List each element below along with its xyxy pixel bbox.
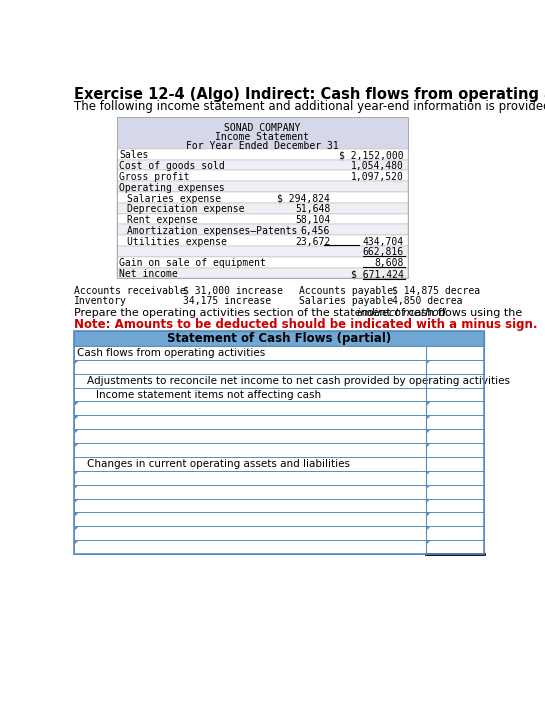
Text: Adjustments to reconcile net income to net cash provided by operating activities: Adjustments to reconcile net income to n… [87, 376, 510, 385]
Polygon shape [427, 416, 431, 420]
Polygon shape [75, 499, 78, 503]
Text: Prepare the operating activities section of the statement of cash flows using th: Prepare the operating activities section… [74, 307, 526, 317]
Text: Gross profit: Gross profit [119, 172, 190, 182]
Text: Changes in current operating assets and liabilities: Changes in current operating assets and … [87, 459, 350, 469]
Bar [74, 498, 485, 512]
Bar [74, 512, 485, 526]
Text: Exercise 12-4 (Algo) Indirect: Cash flows from operating activities LO P2: Exercise 12-4 (Algo) Indirect: Cash flow… [74, 87, 545, 102]
Polygon shape [427, 541, 431, 544]
Text: $ 31,000 increase: $ 31,000 increase [183, 286, 283, 296]
Bar [74, 388, 485, 402]
Text: 1,097,520: 1,097,520 [351, 172, 404, 182]
Text: $ 671,424: $ 671,424 [351, 269, 404, 279]
Bar [117, 225, 408, 235]
Bar [74, 331, 485, 346]
Bar [117, 213, 408, 225]
Text: $ 294,824: $ 294,824 [277, 194, 330, 204]
Text: Salaries expense: Salaries expense [127, 194, 221, 204]
Bar [74, 540, 485, 554]
Text: 51,648: 51,648 [295, 204, 330, 214]
Bar [74, 346, 485, 360]
Polygon shape [427, 360, 431, 364]
Bar [74, 331, 485, 554]
Bar [74, 373, 485, 388]
Text: The following income statement and additional year-end information is provided.: The following income statement and addit… [74, 100, 545, 112]
Text: Rent expense: Rent expense [127, 215, 197, 225]
Text: 1,054,480: 1,054,480 [351, 161, 404, 171]
Polygon shape [427, 430, 431, 433]
Bar [117, 159, 408, 171]
Polygon shape [75, 416, 78, 420]
Polygon shape [75, 485, 78, 489]
Text: 8,608: 8,608 [374, 258, 404, 268]
Polygon shape [75, 526, 78, 531]
Text: 662,816: 662,816 [362, 248, 404, 258]
Bar [117, 171, 408, 181]
Bar [74, 416, 485, 429]
Polygon shape [75, 430, 78, 433]
Text: Cost of goods sold: Cost of goods sold [119, 161, 225, 171]
Polygon shape [75, 471, 78, 475]
Bar [117, 246, 408, 257]
Bar [74, 443, 485, 457]
Polygon shape [427, 444, 431, 447]
Polygon shape [427, 485, 431, 489]
Polygon shape [75, 360, 78, 364]
Text: Income statement items not affecting cash: Income statement items not affecting cas… [96, 390, 321, 399]
Polygon shape [427, 512, 431, 517]
Text: 6,456: 6,456 [301, 226, 330, 236]
Text: Cash flows from operating activities: Cash flows from operating activities [77, 348, 265, 358]
Text: Accounts payable: Accounts payable [299, 286, 393, 296]
Polygon shape [75, 512, 78, 517]
Text: Salaries payable: Salaries payable [299, 296, 393, 306]
Polygon shape [427, 526, 431, 531]
Text: Inventory: Inventory [74, 296, 127, 306]
Bar [74, 360, 485, 373]
Polygon shape [427, 402, 431, 406]
Bar [74, 484, 485, 498]
Bar [74, 429, 485, 443]
Bar [117, 192, 408, 203]
Bar [117, 235, 408, 246]
Text: Depreciation expense: Depreciation expense [127, 204, 245, 214]
Text: 58,104: 58,104 [295, 215, 330, 225]
Bar [117, 257, 408, 267]
Bar [117, 117, 408, 278]
Text: Accounts receivable: Accounts receivable [74, 286, 186, 296]
Text: 23,672: 23,672 [295, 237, 330, 246]
Text: indirect method.: indirect method. [357, 307, 450, 317]
Bar [117, 181, 408, 192]
Bar [117, 267, 408, 278]
Polygon shape [427, 499, 431, 503]
Text: 4,850 decrea: 4,850 decrea [392, 296, 463, 306]
Bar [74, 457, 485, 471]
Text: 34,175 increase: 34,175 increase [183, 296, 271, 306]
Polygon shape [75, 541, 78, 544]
Text: Sales: Sales [119, 150, 149, 161]
Text: SONAD COMPANY: SONAD COMPANY [224, 123, 300, 133]
Text: Utilities expense: Utilities expense [127, 237, 227, 246]
Text: Amortization expenses–Patents: Amortization expenses–Patents [127, 226, 298, 236]
Text: Statement of Cash Flows (partial): Statement of Cash Flows (partial) [167, 332, 391, 345]
Polygon shape [427, 471, 431, 475]
Bar [117, 117, 408, 149]
Bar [117, 149, 408, 159]
Polygon shape [75, 444, 78, 447]
Bar [74, 402, 485, 416]
Text: Operating expenses: Operating expenses [119, 183, 225, 193]
Text: Gain on sale of equipment: Gain on sale of equipment [119, 258, 266, 268]
Text: $ 2,152,000: $ 2,152,000 [339, 150, 404, 161]
Text: $ 14,875 decrea: $ 14,875 decrea [392, 286, 480, 296]
Text: Note: Amounts to be deducted should be indicated with a minus sign.: Note: Amounts to be deducted should be i… [74, 318, 538, 331]
Text: Income Statement: Income Statement [215, 132, 309, 142]
Text: For Year Ended December 31: For Year Ended December 31 [186, 141, 338, 151]
Bar [117, 203, 408, 213]
Bar [74, 471, 485, 484]
Polygon shape [75, 402, 78, 406]
Text: 434,704: 434,704 [362, 237, 404, 246]
Text: Net income: Net income [119, 269, 178, 279]
Bar [74, 526, 485, 540]
